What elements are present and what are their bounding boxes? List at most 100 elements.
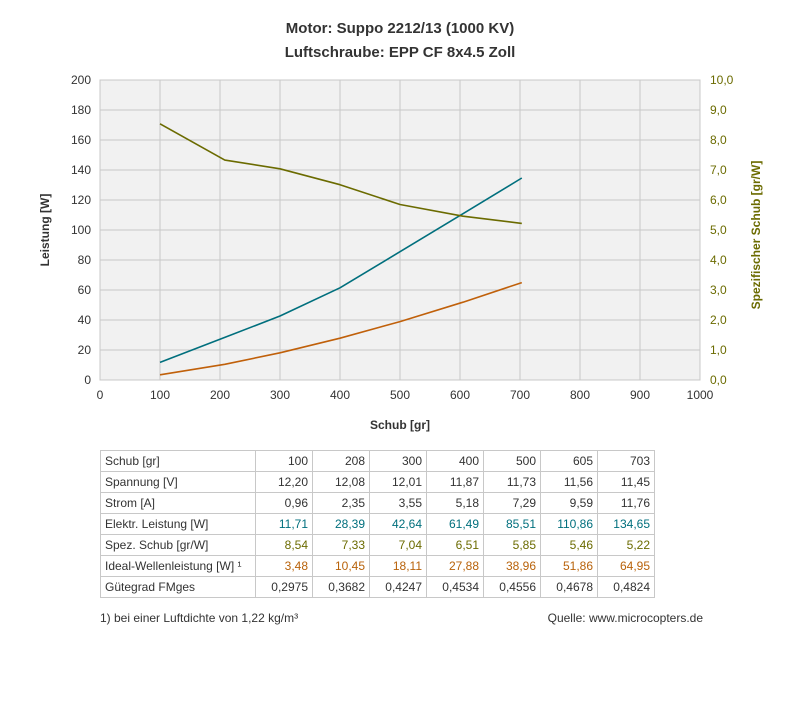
series-line-ideal <box>159 281 523 376</box>
footnote: 1) bei einer Luftdichte von 1,22 kg/m³ <box>100 611 299 625</box>
table-row: Strom [A] 0,96 2,35 3,55 5,18 7,29 9,59 11,76 <box>100 492 655 514</box>
y-right-tick-label: 7,0 <box>710 163 727 177</box>
row-label: Elektr. Leistung [W] <box>100 513 256 535</box>
table-cell: 12,08 <box>312 471 370 493</box>
table-cell: 208 <box>312 450 370 472</box>
y-right-tick-label: 9,0 <box>710 103 727 117</box>
y-right-tick-label: 8,0 <box>710 133 727 147</box>
x-tick-label: 100 <box>150 388 170 402</box>
x-tick-label: 600 <box>450 388 470 402</box>
row-label: Ideal-Wellenleistung [W] ¹ <box>100 555 256 577</box>
table-cell: 3,48 <box>255 555 313 577</box>
y-axis-right-label: Spezifischer Schub [gr/W] <box>749 161 763 310</box>
row-label: Strom [A] <box>100 492 256 514</box>
table-cell: 400 <box>426 450 484 472</box>
table-cell: 11,56 <box>540 471 598 493</box>
x-tick-label: 400 <box>330 388 350 402</box>
chart-title: Motor: Suppo 2212/13 (1000 KV) <box>285 20 515 37</box>
table-cell: 38,96 <box>483 555 541 577</box>
table-cell: 6,51 <box>426 534 484 556</box>
table-cell: 61,49 <box>426 513 484 535</box>
row-label: Gütegrad FMges <box>100 576 256 598</box>
table-cell: 7,04 <box>369 534 427 556</box>
x-tick-label: 200 <box>210 388 230 402</box>
table-cell: 11,76 <box>597 492 655 514</box>
y-left-tick-label: 40 <box>78 313 92 327</box>
table-cell: 134,65 <box>597 513 655 535</box>
table-cell: 0,4678 <box>540 576 598 598</box>
table-cell: 10,45 <box>312 555 370 577</box>
y-left-tick-label: 120 <box>71 193 91 207</box>
y-left-tick-label: 100 <box>71 223 91 237</box>
table-cell: 42,64 <box>369 513 427 535</box>
chart-subtitle: Luftschraube: EPP CF 8x4.5 Zoll <box>284 44 516 61</box>
table-cell: 28,39 <box>312 513 370 535</box>
table-cell: 12,01 <box>369 471 427 493</box>
y-right-tick-label: 3,0 <box>710 283 727 297</box>
y-left-tick-label: 140 <box>71 163 91 177</box>
table-cell: 9,59 <box>540 492 598 514</box>
x-tick-label: 1000 <box>687 388 714 402</box>
y-left-tick-label: 20 <box>78 343 92 357</box>
table-cell: 110,86 <box>540 513 598 535</box>
source-credit: Quelle: www.microcopters.de <box>547 611 703 625</box>
table-cell: 3,55 <box>369 492 427 514</box>
row-label: Spannung [V] <box>100 471 256 493</box>
y-right-tick-label: 10,0 <box>710 73 734 87</box>
axis-ticks: 0 100 200 300 400 500 600 700 800 900 1000 0 20 40 60 8… <box>71 73 734 402</box>
table-cell: 11,87 <box>426 471 484 493</box>
y-left-tick-label: 0 <box>84 373 91 387</box>
table-row: Spannung [V] 12,20 12,08 12,01 11,87 11,73 11,… <box>100 471 655 493</box>
table-cell: 0,4247 <box>369 576 427 598</box>
x-tick-label: 700 <box>510 388 530 402</box>
table-cell: 300 <box>369 450 427 472</box>
table-cell: 11,71 <box>255 513 313 535</box>
table-cell: 605 <box>540 450 598 472</box>
table-cell: 64,95 <box>597 555 655 577</box>
y-right-tick-label: 0,0 <box>710 373 727 387</box>
y-left-tick-label: 200 <box>71 73 91 87</box>
x-tick-label: 0 <box>97 388 104 402</box>
series-line-elektr <box>159 177 523 364</box>
table-cell: 5,18 <box>426 492 484 514</box>
x-tick-label: 900 <box>630 388 650 402</box>
table-cell: 85,51 <box>483 513 541 535</box>
table-cell: 0,2975 <box>255 576 313 598</box>
table-cell: 7,33 <box>312 534 370 556</box>
y-right-tick-label: 2,0 <box>710 313 727 327</box>
table-cell: 51,86 <box>540 555 598 577</box>
x-tick-label: 800 <box>570 388 590 402</box>
table-row: Schub [gr] 100 208 300 400 500 605 703 <box>100 450 655 472</box>
table-cell: 500 <box>483 450 541 472</box>
table-cell: 5,22 <box>597 534 655 556</box>
table-cell: 703 <box>597 450 655 472</box>
table-cell: 0,4824 <box>597 576 655 598</box>
table-row: Spez. Schub [gr/W] 8,54 7,33 7,04 6,51 5,85 5,… <box>100 534 655 556</box>
table-row: Elektr. Leistung [W] 11,71 28,39 42,64 61,49… <box>100 513 655 535</box>
table-cell: 5,85 <box>483 534 541 556</box>
table-cell: 7,29 <box>483 492 541 514</box>
y-right-tick-label: 4,0 <box>710 253 727 267</box>
table-cell: 0,3682 <box>312 576 370 598</box>
y-left-tick-label: 80 <box>78 253 92 267</box>
table-row: Ideal-Wellenleistung [W] ¹ 3,48 10,45 18,11… <box>100 555 655 577</box>
y-left-tick-label: 60 <box>78 283 92 297</box>
table-cell: 0,4534 <box>426 576 484 598</box>
series-line-spez <box>159 123 522 225</box>
table-cell: 11,45 <box>597 471 655 493</box>
x-axis-label: Schub [gr] <box>370 418 430 432</box>
table-cell: 0,96 <box>255 492 313 514</box>
y-right-tick-label: 6,0 <box>710 193 727 207</box>
table-cell: 11,73 <box>483 471 541 493</box>
x-tick-label: 300 <box>270 388 290 402</box>
grid <box>99 79 701 381</box>
table-cell: 2,35 <box>312 492 370 514</box>
table-cell: 5,46 <box>540 534 598 556</box>
table-cell: 0,4556 <box>483 576 541 598</box>
y-left-tick-label: 180 <box>71 103 91 117</box>
table-row: Gütegrad FMges 0,2975 0,3682 0,4247 0,4534 0,… <box>100 576 655 598</box>
row-label: Schub [gr] <box>100 450 256 472</box>
table-cell: 12,20 <box>255 471 313 493</box>
y-axis-left-label: Leistung [W] <box>38 194 52 267</box>
table-cell: 18,11 <box>369 555 427 577</box>
